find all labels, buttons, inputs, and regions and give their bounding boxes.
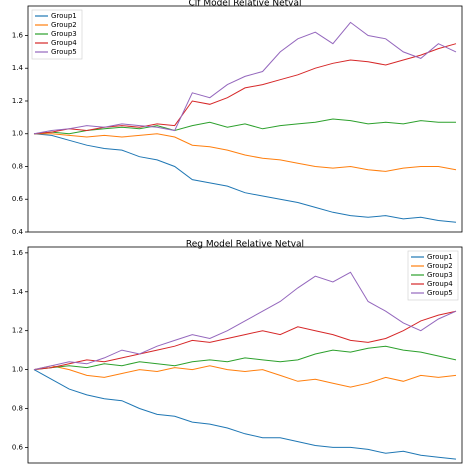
series-line [33,133,457,223]
legend-label: Group2 [51,21,77,29]
chart-title: Clf Model Relative Netval [189,0,302,9]
legend-label: Group4 [427,280,453,288]
series-line [33,271,457,371]
y-tick-label: 0.6 [12,195,24,203]
series-line [33,21,457,135]
series-line [33,43,457,135]
series-line [33,365,457,388]
chart-title: Reg Model Relative Netval [186,240,304,250]
y-tick-label: 0.4 [12,228,24,236]
plot-frame [27,246,463,464]
legend-label: Group3 [427,271,453,279]
legend-label: Group3 [51,30,77,38]
series-line [33,310,457,371]
legend-label: Group5 [427,289,453,297]
y-tick-label: 1.2 [12,327,23,335]
legend-label: Group5 [51,48,77,56]
y-tick-label: 1.2 [12,97,23,105]
y-tick-label: 1.4 [12,64,24,72]
series-line [33,118,456,135]
y-tick-label: 1.6 [12,249,24,257]
series-line [34,133,457,172]
legend-label: Group1 [427,253,453,261]
y-tick-label: 1.0 [12,130,23,138]
plot-frame [27,5,463,233]
y-tick-label: 1.0 [12,366,23,374]
legend-label: Group2 [427,262,453,270]
y-tick-label: 1.4 [12,288,24,296]
series-line [33,369,457,460]
y-tick-label: 1.6 [12,31,24,39]
legend-label: Group1 [51,12,77,20]
series-line [33,345,457,371]
y-tick-label: 0.8 [12,405,23,413]
legend-label: Group4 [51,39,77,47]
y-tick-label: 0.8 [12,162,23,170]
y-tick-label: 0.6 [12,443,24,451]
